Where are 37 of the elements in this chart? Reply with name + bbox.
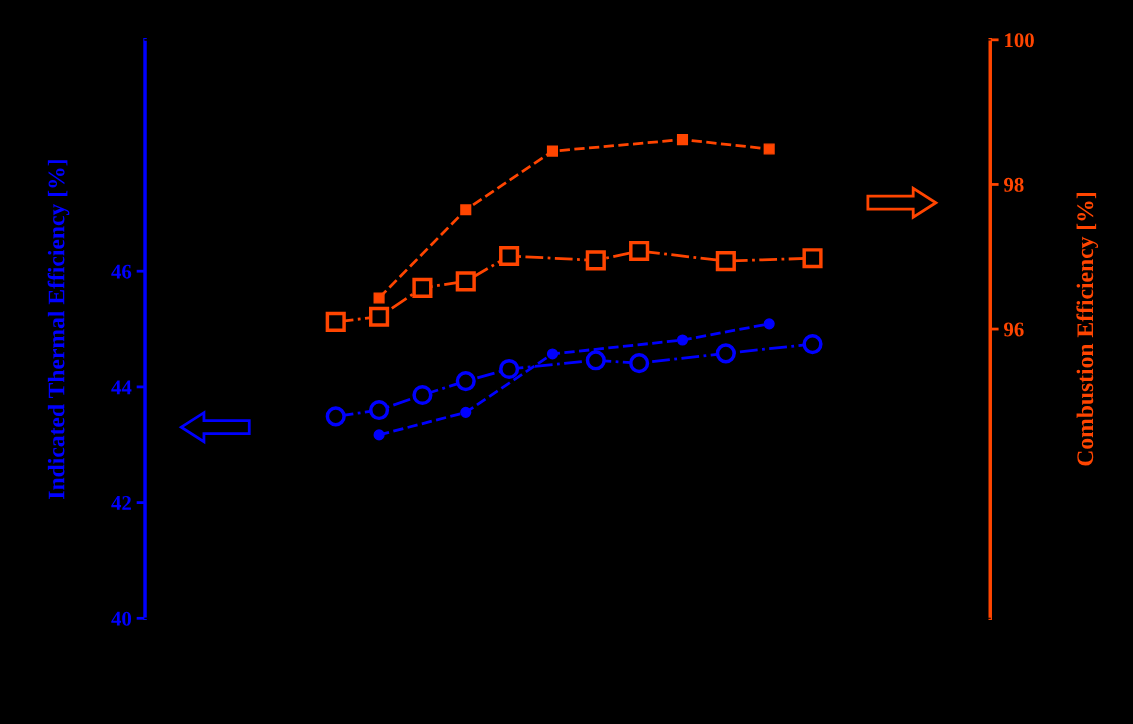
point (373, 429, 385, 441)
point (455, 271, 476, 292)
point (499, 245, 520, 267)
point (325, 406, 346, 427)
point (802, 248, 823, 269)
point (460, 204, 472, 216)
point (629, 353, 650, 374)
y2-tick-label: 98 (1004, 177, 1024, 192)
point (585, 250, 606, 271)
point (763, 318, 775, 330)
point (802, 334, 823, 355)
point (715, 251, 736, 272)
y2-tick-label: 96 (1004, 322, 1024, 337)
point (585, 350, 606, 371)
point (455, 371, 476, 392)
y2-axis-title: Combustion Efficiency [%] (1076, 193, 1099, 466)
point (460, 406, 472, 418)
point (629, 240, 650, 262)
point (369, 306, 390, 327)
point (546, 348, 559, 360)
point (763, 143, 775, 155)
point (412, 384, 433, 406)
y2-tick-label: 100 (1005, 33, 1034, 48)
point (412, 277, 433, 298)
point (546, 145, 559, 157)
y-tick-label: 44 (111, 380, 132, 395)
point (373, 292, 385, 304)
point (499, 358, 520, 380)
point (676, 334, 689, 346)
y-tick-label: 40 (111, 611, 132, 626)
point (715, 343, 736, 364)
y-axis-title: Indicated Thermal Efficiency [%] (47, 160, 70, 499)
y-tick-label: 42 (111, 496, 131, 510)
point (369, 399, 390, 421)
point (325, 311, 346, 332)
point (676, 134, 689, 146)
y-tick-label: 46 (111, 264, 132, 279)
